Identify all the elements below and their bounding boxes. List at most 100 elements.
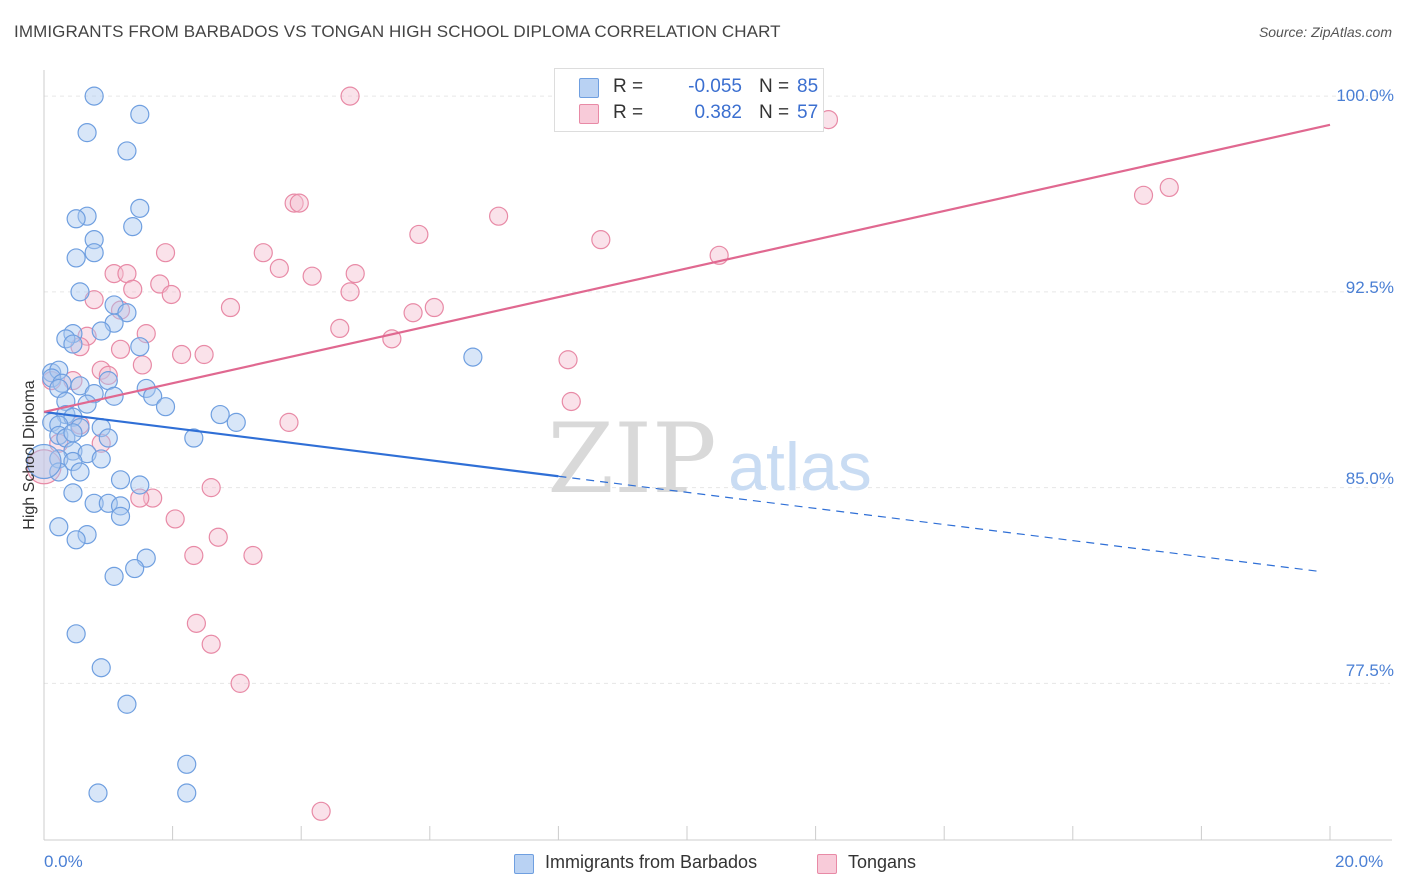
data-point	[330, 318, 350, 339]
data-point	[161, 284, 181, 305]
data-point	[1133, 185, 1154, 205]
trend-lines	[43, 123, 1331, 572]
data-point	[77, 525, 97, 545]
data-point	[184, 428, 204, 448]
x-tick-label: 20.0%	[1335, 852, 1384, 871]
trend-line-barbados	[43, 410, 559, 478]
series-barbados	[26, 86, 483, 803]
data-point	[84, 230, 104, 250]
y-axis-label: High School Diploma	[21, 380, 38, 530]
data-point	[463, 347, 483, 367]
data-point	[130, 337, 150, 357]
legend-r-value: -0.055	[688, 76, 742, 97]
chart-title: IMMIGRANTS FROM BARBADOS VS TONGAN HIGH …	[14, 22, 781, 41]
data-point	[63, 334, 83, 354]
data-point	[132, 355, 152, 375]
data-point	[226, 412, 246, 432]
data-point	[558, 350, 578, 370]
data-point	[130, 475, 150, 495]
data-point	[125, 558, 145, 579]
legend-n-value: 57	[797, 102, 819, 123]
data-point	[403, 303, 423, 323]
data-point	[26, 449, 62, 485]
data-point	[289, 193, 309, 213]
data-point	[84, 384, 104, 404]
data-point	[98, 493, 118, 513]
bottom-legend-label: Immigrants from Barbados	[545, 852, 758, 872]
data-point	[98, 428, 118, 448]
data-point	[66, 248, 86, 268]
data-point	[424, 297, 444, 318]
data-point	[302, 266, 322, 286]
data-point	[49, 517, 69, 537]
data-point	[279, 412, 299, 432]
data-point	[208, 527, 228, 547]
legend-n-value: 85	[797, 76, 819, 97]
data-point	[63, 451, 83, 472]
data-point	[91, 321, 111, 341]
data-point	[220, 297, 241, 318]
data-point	[210, 404, 230, 425]
bottom-legend-swatch-blue	[514, 854, 534, 874]
data-point	[77, 123, 97, 143]
data-point	[110, 496, 131, 516]
legend-r-label: R =	[613, 76, 644, 97]
data-point	[110, 339, 131, 359]
data-point	[123, 217, 143, 237]
trend-line-barbados-extension	[558, 475, 1318, 572]
data-point	[70, 462, 90, 482]
data-point	[269, 258, 289, 278]
data-point	[91, 658, 111, 678]
data-point	[194, 344, 214, 365]
data-point	[84, 493, 104, 513]
data-point	[201, 478, 221, 498]
trend-line-tongans	[43, 123, 1331, 414]
data-point	[130, 198, 150, 218]
data-point	[84, 243, 104, 263]
data-point	[84, 86, 104, 106]
data-point	[230, 673, 250, 693]
data-point	[49, 462, 69, 482]
data-point	[177, 754, 197, 774]
legend-swatch-pink	[579, 104, 599, 124]
data-point	[172, 344, 192, 365]
data-point	[186, 613, 206, 633]
data-point	[117, 141, 137, 161]
data-point	[123, 279, 143, 299]
bottom-legend-swatch-pink	[817, 854, 837, 874]
legend-swatch-blue	[579, 78, 599, 98]
data-point	[561, 391, 581, 412]
y-tick-label: 77.5%	[1345, 661, 1394, 680]
data-point	[345, 263, 365, 284]
data-point	[177, 783, 197, 803]
bottom-legend-label: Tongans	[848, 852, 917, 872]
data-point	[66, 530, 86, 550]
data-point	[49, 449, 69, 469]
data-point	[489, 206, 509, 226]
data-point	[42, 368, 62, 388]
data-point	[63, 423, 83, 443]
data-point	[1159, 177, 1179, 198]
data-point	[66, 209, 86, 229]
legend-n-label: N =	[759, 76, 790, 97]
data-point	[155, 397, 176, 417]
legend-r-value: 0.382	[694, 102, 742, 123]
data-point	[117, 303, 137, 323]
data-point	[98, 365, 118, 385]
data-point	[110, 506, 131, 526]
data-point	[201, 634, 221, 654]
watermark-zip: ZIP	[547, 403, 716, 515]
y-tick-label: 92.5%	[1345, 278, 1394, 297]
data-point	[110, 470, 131, 490]
data-point	[311, 801, 331, 821]
y-tick-label: 100.0%	[1336, 86, 1394, 105]
data-point	[88, 783, 108, 803]
data-point	[117, 694, 137, 714]
data-point	[130, 104, 150, 124]
axes	[43, 70, 1392, 841]
data-point	[63, 483, 83, 503]
gridlines	[44, 95, 1390, 684]
data-point	[26, 443, 62, 480]
data-point	[340, 86, 360, 106]
